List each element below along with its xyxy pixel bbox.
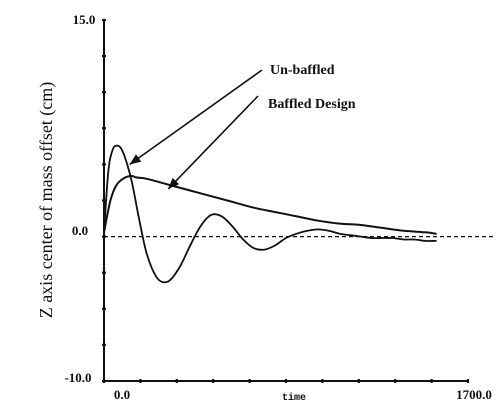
- annotation-arrowhead-0: [129, 154, 142, 165]
- y-tick-label-zero: 0.0: [72, 223, 88, 238]
- annotation-arrow-1: [167, 95, 259, 190]
- series-line-baffled-design: [103, 175, 437, 235]
- y-axis-ticks: [102, 18, 106, 383]
- x-tick-label-end: 1700.0: [456, 387, 492, 402]
- y-tick-label-top: 15.0: [73, 12, 96, 27]
- y-tick-label-bottom: -10.0: [64, 370, 91, 385]
- annotation-baffled: Baffled Design: [268, 97, 356, 112]
- x-axis-ticks: [102, 379, 470, 383]
- annotation-arrowhead-1: [168, 177, 180, 189]
- series-line-un-baffled: [103, 144, 437, 284]
- annotations: Un-baffled Baffled Design: [129, 63, 356, 190]
- series-lines: [103, 144, 437, 284]
- x-tick-label-start: 0.0: [114, 387, 130, 402]
- x-axis-title: time: [282, 392, 306, 404]
- y-axis-title: Z axis center of mass offset (cm): [36, 82, 57, 319]
- annotation-unbaffled: Un-baffled: [270, 63, 335, 78]
- annotation-arrow-0: [129, 69, 263, 166]
